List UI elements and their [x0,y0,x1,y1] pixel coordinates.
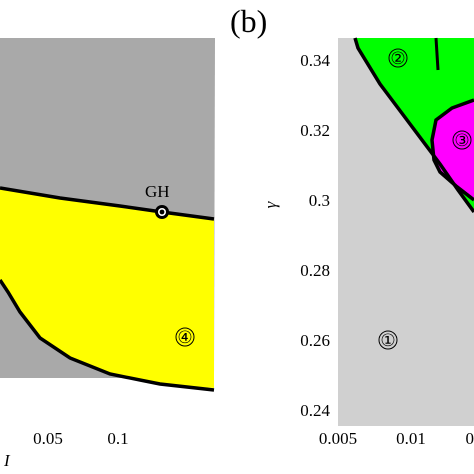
panel-b-y-tick-5: 0.24 [300,401,330,420]
panel-b-x-tick-0: 0.005 [319,429,357,448]
panel-b-y-tick-0: 0.34 [300,51,330,70]
panel-b-left-boundary [353,37,474,214]
panel-b-y-axis-label: γ [261,200,280,208]
panel-b-top-boundary [434,37,440,71]
panel-b-inner-boundary [430,98,474,202]
gh-point-label: GH [145,182,170,201]
svg-text:④: ④ [177,328,192,347]
panel-a-lower-boundary [0,279,215,392]
panel-b-x-tick-2: 0 [466,429,474,448]
panel-a-x-tick-1: 0.1 [107,429,128,448]
panel-b: (b) ① ② ③ 0.34 0.32 0.3 0.28 0.26 0.24 γ… [230,3,474,448]
panel-a-x-axis-label: I [3,451,11,470]
gh-point-marker [155,205,169,219]
panel-a-upper-boundary [0,186,215,221]
panel-a-region-4-label: ④ [175,327,195,347]
svg-text:③: ③ [454,131,469,150]
panel-b-x-tick-1: 0.01 [396,429,426,448]
panel-b-region-2-green-full [355,38,474,210]
panel-b-y-tick-4: 0.26 [300,331,330,350]
panel-b-region-2-label: ② [388,48,408,68]
panel-b-label: (b) [230,3,267,39]
panel-b-region-1-label: ① [378,330,398,350]
svg-text:②: ② [390,49,405,68]
panel-b-y-tick-2: 0.3 [309,191,330,210]
panel-b-region-3-magenta [432,100,474,200]
panel-b-y-tick-1: 0.32 [300,121,330,140]
panel-b-y-tick-3: 0.28 [300,261,330,280]
panel-a-region-4-yellow [0,188,214,388]
panel-b-region-3-label: ③ [452,130,472,150]
svg-text:①: ① [380,331,395,350]
panel-a: GH ④ 0.05 0.1 I [0,38,215,470]
panel-a-x-tick-0: 0.05 [33,429,63,448]
